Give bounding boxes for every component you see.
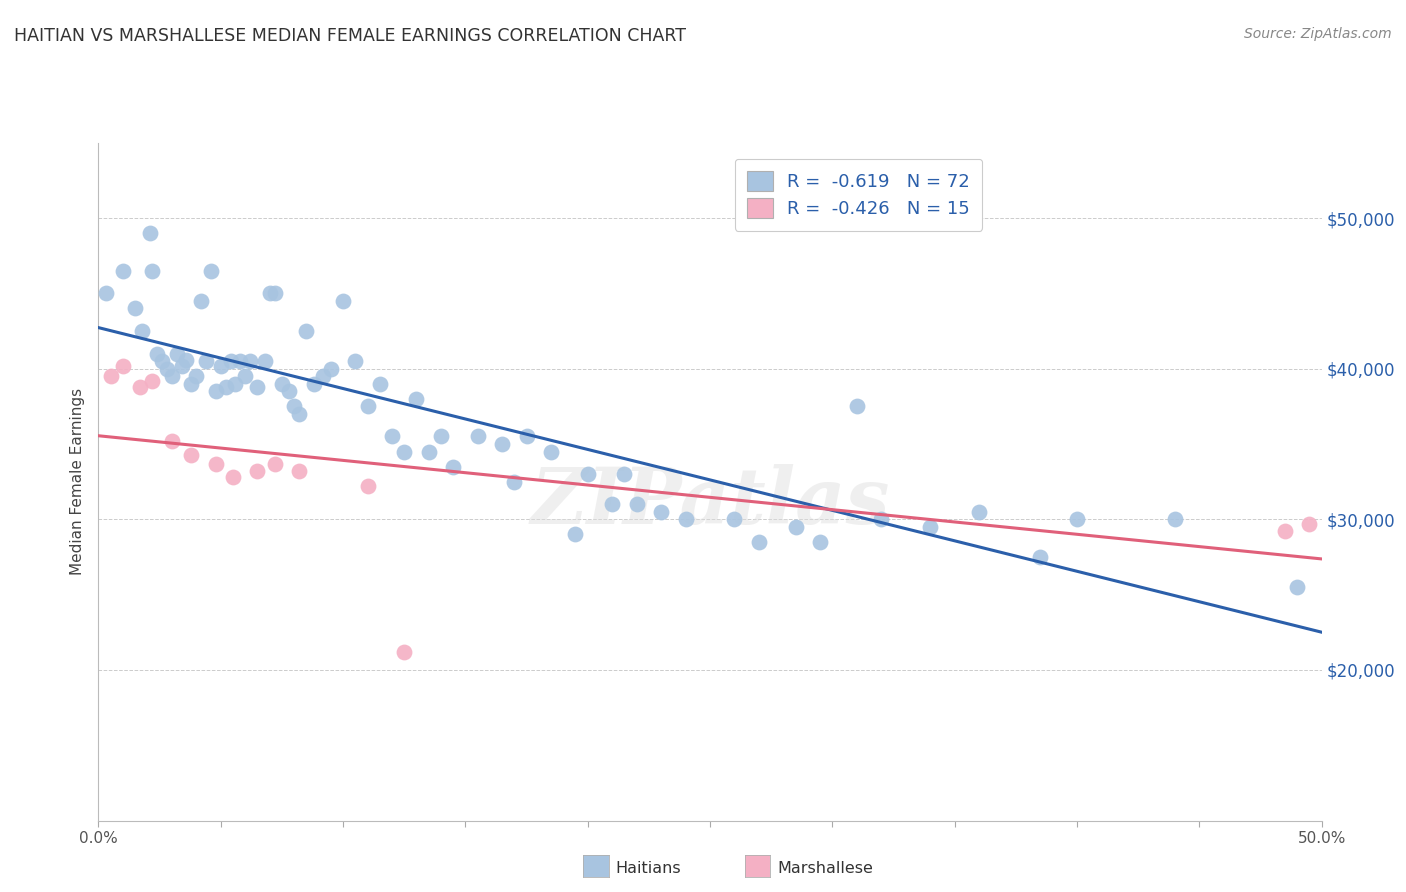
Point: [141, 374, 163, 388]
Point: [785, 520, 807, 534]
Point: [200, 264, 222, 278]
Point: [205, 384, 228, 399]
Point: [748, 535, 770, 549]
Point: [1164, 512, 1187, 526]
Point: [845, 400, 868, 414]
Point: [263, 457, 285, 471]
Point: [186, 369, 208, 384]
Point: [491, 437, 513, 451]
Point: [170, 359, 193, 373]
Point: [381, 429, 404, 443]
Point: [650, 505, 672, 519]
Point: [195, 354, 218, 368]
Text: HAITIAN VS MARSHALLESE MEDIAN FEMALE EARNINGS CORRELATION CHART: HAITIAN VS MARSHALLESE MEDIAN FEMALE EAR…: [14, 27, 686, 45]
Point: [229, 354, 252, 368]
Point: [808, 535, 831, 549]
Point: [920, 520, 942, 534]
Point: [626, 497, 648, 511]
Point: [253, 354, 276, 368]
Point: [675, 512, 697, 526]
Point: [124, 301, 146, 316]
Point: [356, 479, 378, 493]
Point: [344, 354, 367, 368]
Text: Source: ZipAtlas.com: Source: ZipAtlas.com: [1244, 27, 1392, 41]
Text: Marshallese: Marshallese: [778, 862, 873, 876]
Point: [1286, 580, 1309, 594]
Point: [288, 407, 311, 421]
Point: [870, 512, 893, 526]
Point: [723, 512, 745, 526]
Point: [613, 467, 636, 482]
Point: [131, 324, 153, 338]
Point: [1298, 516, 1320, 531]
Point: [246, 464, 269, 478]
Point: [319, 361, 342, 376]
Point: [263, 286, 285, 301]
Point: [214, 380, 236, 394]
Point: [302, 376, 325, 391]
Point: [356, 400, 378, 414]
Point: [224, 376, 246, 391]
Text: ZIPatlas: ZIPatlas: [530, 464, 890, 541]
Point: [430, 429, 453, 443]
Point: [405, 392, 427, 406]
Point: [190, 293, 212, 308]
Point: [94, 286, 117, 301]
Text: Haitians: Haitians: [616, 862, 682, 876]
Point: [1029, 549, 1052, 564]
Point: [283, 400, 305, 414]
Point: [295, 324, 318, 338]
Point: [288, 464, 311, 478]
Point: [219, 354, 242, 368]
Point: [967, 505, 990, 519]
Point: [259, 286, 281, 301]
Point: [176, 352, 198, 367]
Point: [441, 459, 464, 474]
Point: [160, 369, 183, 384]
Legend: R =  -0.619   N = 72, R =  -0.426   N = 15: R = -0.619 N = 72, R = -0.426 N = 15: [734, 159, 983, 231]
Point: [564, 527, 586, 541]
Point: [141, 264, 163, 278]
Point: [139, 226, 162, 240]
Point: [166, 346, 188, 360]
Point: [368, 376, 391, 391]
Point: [100, 369, 122, 384]
Point: [146, 346, 169, 360]
Point: [180, 376, 202, 391]
Point: [233, 369, 256, 384]
Point: [392, 645, 416, 659]
Point: [180, 448, 202, 462]
Point: [312, 369, 335, 384]
Point: [1066, 512, 1088, 526]
Point: [515, 429, 537, 443]
Point: [576, 467, 599, 482]
Point: [600, 497, 623, 511]
Point: [111, 359, 134, 373]
Point: [239, 354, 262, 368]
Point: [270, 376, 294, 391]
Y-axis label: Median Female Earnings: Median Female Earnings: [70, 388, 86, 575]
Point: [205, 457, 228, 471]
Point: [129, 380, 152, 394]
Point: [209, 359, 232, 373]
Point: [1274, 524, 1296, 539]
Point: [332, 293, 354, 308]
Point: [222, 470, 245, 484]
Point: [111, 264, 134, 278]
Point: [503, 475, 526, 489]
Point: [150, 354, 173, 368]
Point: [540, 444, 562, 458]
Point: [160, 434, 183, 448]
Point: [246, 380, 269, 394]
Point: [278, 384, 301, 399]
Point: [467, 429, 489, 443]
Point: [418, 444, 440, 458]
Point: [392, 444, 416, 458]
Point: [156, 361, 179, 376]
